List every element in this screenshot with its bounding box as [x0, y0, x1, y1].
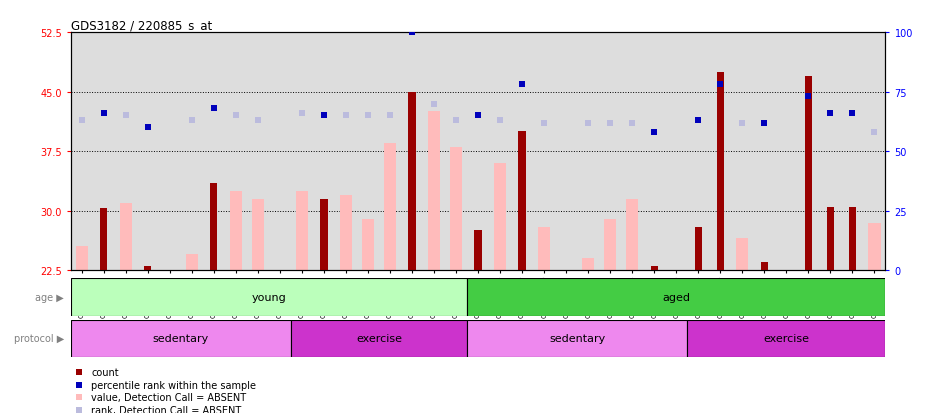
Point	[185, 118, 200, 124]
Bar	[467, 279, 885, 316]
Bar	[582, 259, 594, 271]
Bar	[494, 164, 506, 271]
Bar	[450, 148, 463, 271]
Point	[72, 406, 87, 413]
Bar	[409, 93, 415, 271]
Bar	[340, 195, 352, 271]
Bar	[186, 255, 198, 271]
Bar	[71, 279, 467, 316]
Point	[72, 382, 87, 388]
Point	[74, 118, 89, 124]
Bar	[362, 219, 374, 271]
Point	[448, 118, 463, 124]
Point	[427, 101, 442, 108]
Bar	[475, 231, 481, 271]
Point	[867, 129, 882, 136]
Text: exercise: exercise	[763, 334, 809, 344]
Bar	[626, 199, 639, 271]
Bar	[120, 203, 132, 271]
Bar	[694, 227, 702, 271]
Point	[603, 120, 618, 127]
Bar	[71, 320, 291, 357]
Bar	[737, 239, 748, 271]
Point	[317, 113, 332, 119]
Bar	[210, 183, 218, 271]
Bar	[651, 266, 658, 271]
Bar	[827, 207, 834, 271]
Point	[206, 106, 221, 112]
Bar	[252, 199, 264, 271]
Bar	[384, 144, 396, 271]
Bar	[518, 132, 526, 271]
Point	[470, 113, 485, 119]
Bar	[296, 191, 308, 271]
Bar	[144, 266, 152, 271]
Bar	[538, 227, 550, 271]
Text: young: young	[252, 292, 286, 302]
Point	[294, 110, 309, 117]
Point	[72, 394, 87, 401]
Bar	[717, 73, 724, 271]
Bar	[320, 199, 328, 271]
Point	[118, 113, 133, 119]
Point	[713, 82, 728, 89]
Text: GDS3182 / 220885_s_at: GDS3182 / 220885_s_at	[71, 19, 212, 32]
Text: rank, Detection Call = ABSENT: rank, Detection Call = ABSENT	[91, 405, 241, 413]
Text: percentile rank within the sample: percentile rank within the sample	[91, 380, 256, 390]
Bar	[75, 247, 88, 271]
Bar	[688, 320, 885, 357]
Point	[338, 113, 353, 119]
Point	[823, 110, 838, 117]
Bar	[428, 112, 440, 271]
Bar	[761, 263, 768, 271]
Point	[580, 120, 595, 127]
Text: value, Detection Call = ABSENT: value, Detection Call = ABSENT	[91, 392, 246, 402]
Text: count: count	[91, 368, 119, 377]
Bar	[291, 320, 467, 357]
Bar	[467, 320, 688, 357]
Text: age ▶: age ▶	[35, 292, 64, 302]
Point	[251, 118, 266, 124]
Point	[361, 113, 376, 119]
Point	[625, 120, 640, 127]
Point	[845, 110, 860, 117]
Text: exercise: exercise	[356, 334, 402, 344]
Text: sedentary: sedentary	[549, 334, 606, 344]
Text: protocol ▶: protocol ▶	[14, 334, 64, 344]
Bar	[869, 223, 881, 271]
Point	[228, 113, 243, 119]
Point	[140, 125, 155, 131]
Point	[493, 118, 508, 124]
Point	[514, 82, 529, 89]
Point	[735, 120, 750, 127]
Point	[72, 369, 87, 376]
Bar	[100, 209, 107, 271]
Bar	[230, 191, 242, 271]
Point	[690, 118, 706, 124]
Point	[404, 30, 419, 36]
Text: sedentary: sedentary	[153, 334, 209, 344]
Bar	[849, 207, 856, 271]
Point	[647, 129, 662, 136]
Point	[537, 120, 552, 127]
Bar	[604, 219, 616, 271]
Text: aged: aged	[662, 292, 690, 302]
Bar	[804, 76, 812, 271]
Point	[382, 113, 398, 119]
Point	[801, 94, 816, 100]
Point	[96, 110, 111, 117]
Point	[756, 120, 771, 127]
